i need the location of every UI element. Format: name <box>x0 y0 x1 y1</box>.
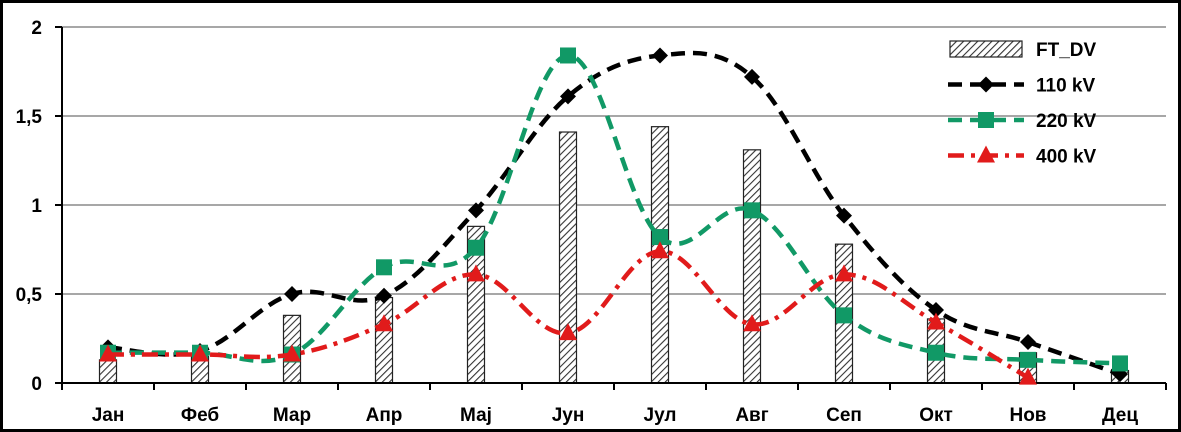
x-tick-label: Мар <box>273 405 311 426</box>
legend: FT_DV 110 kV 220 kV 400 kV <box>948 40 1097 168</box>
x-tick-label: Нов <box>1009 405 1046 426</box>
data-point <box>928 302 944 319</box>
data-point <box>1112 355 1128 372</box>
legend-label: 220 kV <box>1036 111 1097 132</box>
data-point <box>376 287 392 304</box>
data-point <box>560 47 576 64</box>
data-point <box>744 68 760 85</box>
data-point <box>559 323 577 341</box>
data-point <box>284 286 300 302</box>
data-point <box>928 344 944 361</box>
axes <box>55 26 1167 390</box>
data-point <box>99 344 117 362</box>
x-tick-label: Феб <box>181 405 219 426</box>
bar <box>558 131 578 384</box>
data-point <box>744 202 760 219</box>
bar <box>98 359 118 384</box>
data-point <box>468 202 484 219</box>
data-point <box>468 239 484 256</box>
legend-marker <box>977 145 995 163</box>
series-line <box>107 53 1121 366</box>
data-point <box>1020 351 1036 368</box>
x-tick-label: Дец <box>1102 405 1138 426</box>
series-line <box>107 249 1030 380</box>
x-tick-label: Мај <box>460 405 492 426</box>
data-point <box>1019 367 1037 385</box>
lines <box>99 47 1128 385</box>
x-tick-label: Јан <box>92 405 125 426</box>
x-tick-label: Апр <box>366 405 403 426</box>
y-tick-label: 1 <box>31 196 42 217</box>
data-point <box>836 307 852 324</box>
legend-marker <box>978 76 994 93</box>
data-point <box>927 312 945 330</box>
data-point <box>375 314 393 332</box>
data-point <box>376 259 392 276</box>
x-tick-label: Јул <box>644 405 677 426</box>
data-point <box>835 264 853 282</box>
data-point <box>283 344 301 362</box>
y-tick-label: 1,5 <box>16 107 43 128</box>
gridlines <box>62 26 1166 295</box>
x-tick-label: Авг <box>735 405 768 426</box>
series-line <box>107 50 1121 377</box>
x-tick-label: Сеп <box>826 405 862 426</box>
x-tick-label: Јун <box>552 405 585 426</box>
y-tick-label: 0 <box>31 374 42 395</box>
data-point <box>191 344 209 362</box>
data-point <box>560 88 576 105</box>
legend-label: FT_DV <box>1036 40 1097 61</box>
legend-swatch <box>949 40 1023 58</box>
bar <box>374 296 394 384</box>
bar <box>742 149 762 384</box>
y-tick-labels: 0 0,5 1 1,5 2 <box>16 18 43 395</box>
data-point <box>467 264 485 282</box>
y-tick-label: 2 <box>31 18 42 39</box>
bars <box>98 126 1130 384</box>
legend-label: 110 kV <box>1036 76 1095 97</box>
legend-label: 400 kV <box>1036 147 1097 168</box>
x-tick-label: Окт <box>919 405 953 426</box>
data-point <box>743 314 761 332</box>
data-point <box>1020 334 1036 351</box>
data-point <box>651 241 669 259</box>
data-point <box>652 229 668 246</box>
y-tick-label: 0,5 <box>16 285 43 306</box>
data-point <box>652 47 668 64</box>
x-tick-labels: Јан Феб Мар Апр Мај Јун Јул Авг Сеп Окт Нов Дец <box>92 405 1139 426</box>
data-point <box>836 207 852 224</box>
legend-marker <box>978 112 994 128</box>
